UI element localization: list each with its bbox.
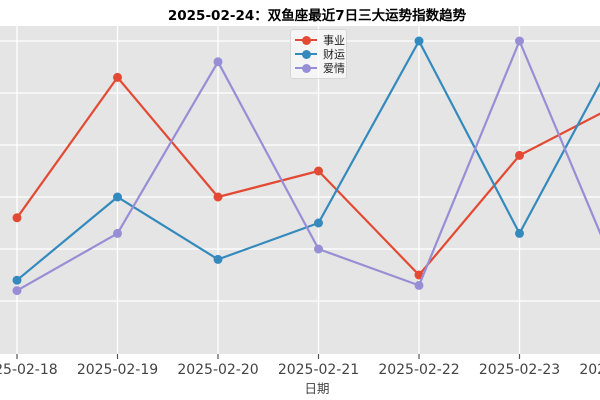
x-tick-label-5: 2025-02-23 [479,362,560,378]
data-point-1-3 [314,218,323,228]
x-tick-label-0: 2025-02-18 [0,362,58,378]
x-tick-label-4: 2025-02-22 [378,362,459,378]
legend-item-wealth: 财运 [295,48,345,61]
data-point-0-1 [113,72,122,82]
plot-background [0,26,600,354]
x-tick-label-3: 2025-02-21 [278,362,359,378]
data-point-0-2 [213,192,223,202]
wealth-line-marker-icon [295,48,317,60]
legend-item-love: 爱情 [295,62,345,75]
data-point-2-0 [12,286,22,296]
data-point-0-5 [515,150,524,160]
legend-item-label: 财运 [323,48,345,61]
data-point-2-3 [314,244,323,254]
chart-title: 2025-02-24：双鱼座最近7日三大运势指数趋势 [167,8,467,24]
legend: 事业 财运 爱情 [290,29,347,79]
legend-item-career: 事业 [295,34,345,47]
x-tick-label-2: 2025-02-20 [177,362,258,378]
legend-item-label: 事业 [323,34,345,47]
data-point-1-0 [12,275,22,285]
love-line-marker-icon [295,62,317,74]
x-tick-label-1: 2025-02-19 [77,362,158,378]
x-axis-label: 日期 [304,381,330,396]
career-line-marker-icon [295,34,317,46]
data-point-2-1 [113,228,122,238]
data-point-2-2 [213,57,223,67]
data-point-1-4 [414,36,424,46]
data-point-0-3 [314,166,323,176]
x-tick-label-6: 2025-02-24 [579,362,600,378]
data-point-2-5 [515,36,524,46]
legend-item-label: 爱情 [323,62,345,75]
data-point-1-5 [515,228,524,238]
data-point-2-4 [414,280,424,290]
data-point-1-2 [213,254,223,264]
data-point-1-1 [113,192,122,202]
data-point-0-0 [12,213,22,223]
